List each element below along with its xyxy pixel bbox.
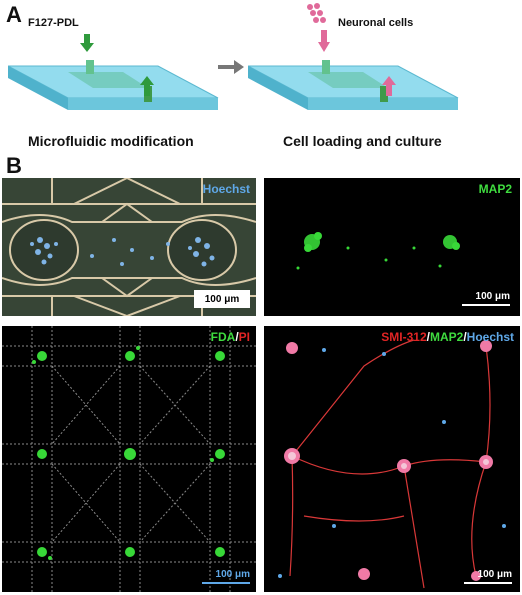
scale-bar	[464, 582, 512, 584]
stain-separator: /	[463, 330, 467, 344]
scale-bar-label: 100 μm	[194, 290, 250, 308]
micrograph-fda-pi: FDA/PI 100 μm	[2, 326, 256, 592]
scale-bar-label: 100 μm	[215, 569, 250, 580]
caption-left: Microfluidic modification	[28, 133, 194, 149]
micrograph-map2: MAP2 100 μm	[264, 178, 520, 316]
stain-label: FDA/PI	[211, 330, 250, 344]
process-arrow-icon	[218, 60, 244, 74]
up-arrow-icon	[140, 76, 154, 96]
stain-hoechst: Hoechst	[202, 182, 250, 196]
stain-separator: /	[426, 330, 430, 344]
panel-letter-a: A	[6, 2, 22, 27]
stain-hoechst: Hoechst	[466, 330, 514, 344]
stain-pi: PI	[238, 330, 250, 344]
stain-label: MAP2	[479, 182, 512, 196]
neuronal-cells-icon	[307, 3, 326, 23]
scale-bar-label: 100 μm	[477, 569, 512, 580]
stain-fda: FDA	[210, 330, 236, 344]
neuronal-cells-label: Neuronal cells	[338, 17, 414, 29]
stain-map2: MAP2	[478, 182, 512, 196]
scale-bar-label: 100 μm	[475, 291, 510, 302]
stain-separator: /	[235, 330, 239, 344]
f127-pdl-label: F127-PDL	[28, 17, 79, 29]
micrograph-smi312: SMI-312/MAP2/Hoechst 100 μm	[264, 326, 520, 592]
scale-bar	[462, 304, 510, 306]
micrograph-hoechst: Hoechst 100 μm	[2, 178, 256, 316]
scale-bar	[202, 582, 250, 584]
chip-diagram-right	[248, 38, 463, 128]
stain-smi312: SMI-312	[381, 330, 427, 344]
stain-label: Hoechst	[203, 182, 250, 196]
panel-letter-b: B	[6, 153, 22, 178]
caption-right: Cell loading and culture	[283, 133, 442, 149]
down-arrow-pink-icon	[318, 30, 330, 52]
up-arrow-pink-icon	[382, 76, 396, 96]
down-arrow-icon	[80, 34, 94, 52]
chip-diagram-left	[8, 38, 223, 128]
stain-label: SMI-312/MAP2/Hoechst	[381, 330, 514, 344]
stain-map2: MAP2	[429, 330, 464, 344]
